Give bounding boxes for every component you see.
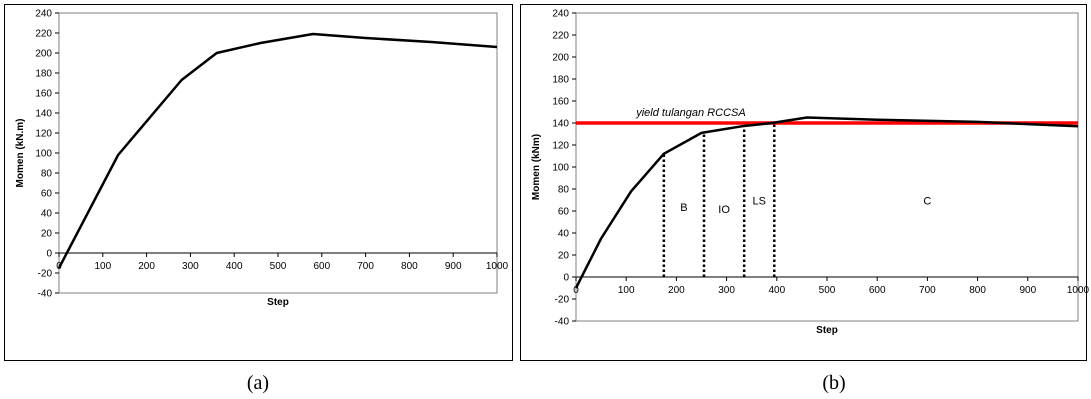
- y-tick-label: 80: [558, 185, 570, 196]
- x-tick-label: 800: [969, 285, 986, 296]
- x-tick-label: 0: [573, 285, 579, 296]
- y-tick-label: 0: [46, 249, 52, 260]
- zone-label: IO: [718, 204, 730, 216]
- y-tick-label: 140: [35, 109, 52, 120]
- x-tick-label: 400: [226, 261, 243, 272]
- zone-label: LS: [752, 195, 765, 207]
- y-tick-label: 240: [35, 9, 52, 20]
- x-tick-label: 100: [618, 285, 635, 296]
- x-tick-label: 500: [270, 261, 287, 272]
- x-tick-label: 900: [1019, 285, 1036, 296]
- x-tick-label: 600: [869, 285, 886, 296]
- y-tick-label: 120: [35, 129, 52, 140]
- y-tick-label: -20: [555, 295, 570, 306]
- y-tick-label: 40: [41, 209, 53, 220]
- y-tick-label: 120: [552, 141, 569, 152]
- caption-b: (b): [822, 372, 846, 394]
- y-tick-label: 140: [552, 119, 569, 130]
- plot-area: [58, 12, 498, 294]
- series-line: [574, 116, 1079, 289]
- chart-b-frame: -40 -20 0 20 40 60 80 100 120 140 160 180 200 220 240 0…: [520, 4, 1090, 361]
- x-tick-label: 300: [182, 261, 199, 272]
- yield-line-label: yield tulangan RCCSA: [635, 107, 745, 119]
- y-tick-label: 20: [558, 251, 570, 262]
- y-tick-label: 80: [41, 169, 53, 180]
- x-axis-title: Step: [267, 297, 289, 308]
- x-tick-label: 1000: [1067, 285, 1090, 296]
- zone-label: C: [923, 195, 931, 207]
- x-tick-label: 400: [768, 285, 785, 296]
- y-tick-label: -40: [555, 317, 570, 328]
- y-tick-label: 60: [41, 189, 53, 200]
- y-axis-title: Momen (kNm): [531, 134, 542, 200]
- x-axis-title: Step: [816, 325, 838, 336]
- y-tick-label: 220: [35, 29, 52, 40]
- y-tick-label: 200: [552, 53, 569, 64]
- x-tick-label: 1000: [486, 261, 509, 272]
- x-tick-label: 700: [919, 285, 936, 296]
- chart-a-frame: -40 -20 0 20 40 60 80 100 120 140 160 180 200 220 240 0…: [4, 4, 513, 361]
- caption-a: (a): [246, 372, 270, 394]
- y-tick-label: 160: [35, 89, 52, 100]
- y-axis-title: Momen (kN.m): [15, 119, 26, 188]
- y-tick-label: 0: [563, 273, 569, 284]
- y-tick-label: 60: [558, 207, 570, 218]
- x-tick-label: 100: [94, 261, 111, 272]
- y-tick-label: 40: [558, 229, 570, 240]
- x-tick-label: 500: [819, 285, 836, 296]
- y-tick-label: 220: [552, 31, 569, 42]
- x-tick-label: 800: [401, 261, 418, 272]
- x-tick-label: 700: [357, 261, 374, 272]
- y-tick-label: -20: [38, 269, 53, 280]
- x-tick-label: 600: [313, 261, 330, 272]
- y-tick-label: 180: [35, 69, 52, 80]
- y-tick-label: 200: [35, 49, 52, 60]
- x-tick-label: 900: [445, 261, 462, 272]
- x-tick-label: 300: [718, 285, 735, 296]
- y-tick-label: 100: [35, 149, 52, 160]
- chart-b: -40-200204060801001201401601802002202400…: [531, 9, 1090, 337]
- y-tick-label: 240: [552, 9, 569, 20]
- x-tick-label: 200: [668, 285, 685, 296]
- y-tick-label: 100: [552, 163, 569, 174]
- y-tick-label: 180: [552, 75, 569, 86]
- series-line: [57, 32, 498, 269]
- y-tick-label: -40: [38, 289, 53, 300]
- y-tick-label: 160: [552, 97, 569, 108]
- y-tick-label: 20: [41, 229, 53, 240]
- chart-a: -40-200204060801001201401601802002202400…: [15, 9, 509, 309]
- x-tick-label: 200: [138, 261, 155, 272]
- zone-label: B: [680, 202, 687, 214]
